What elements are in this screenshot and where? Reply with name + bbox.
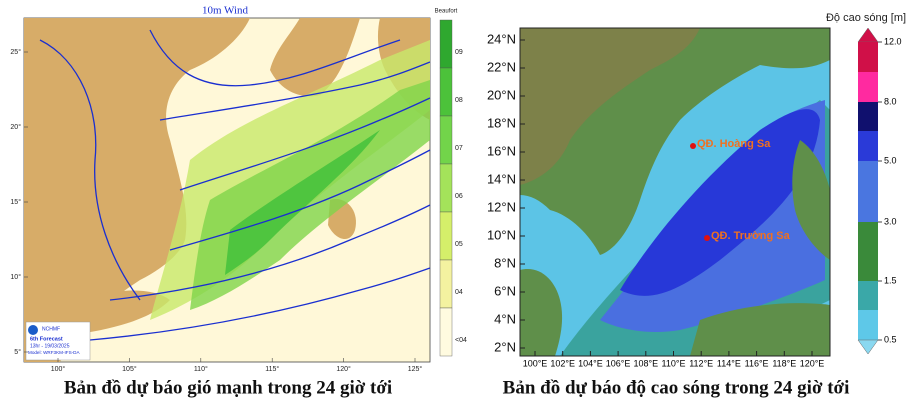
scale-band xyxy=(439,19,453,69)
logo-icon xyxy=(28,325,38,335)
scale-label: 08 xyxy=(455,97,463,104)
scale-band xyxy=(439,259,453,309)
scale-band xyxy=(858,72,878,102)
lon-label: 118°E xyxy=(772,358,796,368)
scale-label: 06 xyxy=(455,193,463,200)
lon-label: 100° xyxy=(51,365,66,373)
scale-band xyxy=(858,281,878,310)
isobar xyxy=(149,29,401,87)
isobar xyxy=(109,204,431,301)
scale-band xyxy=(858,131,878,161)
scale-label: 05 xyxy=(455,241,463,248)
wave-zone xyxy=(620,109,820,296)
scale-band xyxy=(439,115,453,165)
scale-band xyxy=(858,42,878,72)
caption: Bản đồ dự báo độ cao sóng trong 24 giờ t… xyxy=(503,377,850,398)
scale-label: 3.0 xyxy=(884,216,897,226)
scale-band xyxy=(439,163,453,213)
lon-label: 120°E xyxy=(800,358,825,368)
land xyxy=(520,28,700,185)
caption: Bản đồ dự báo gió mạnh trong 24 giờ tới xyxy=(64,377,392,398)
scale-band xyxy=(439,211,453,261)
lat-label: 24°N xyxy=(487,31,516,46)
lon-label: 104°E xyxy=(578,358,603,368)
scale-label: 12.0 xyxy=(884,36,902,46)
logo-time: 13hr - 19/03/2025 xyxy=(30,343,70,349)
scale-band xyxy=(858,161,878,222)
logo-forecast: 6th Forecast xyxy=(30,336,63,342)
place-marker xyxy=(704,235,710,241)
scale-band xyxy=(439,307,453,357)
logo: NCHMF 6th Forecast 13hr - 19/03/2025 Mod… xyxy=(25,321,91,361)
lon-label: 110°E xyxy=(662,358,686,368)
lat-label: 5° xyxy=(14,348,21,356)
place-label: QĐ. Hoàng Sa xyxy=(697,138,771,150)
lat-label: 8°N xyxy=(494,255,516,270)
scale-band xyxy=(858,102,878,131)
lon-label: 100°E xyxy=(523,358,548,368)
lat-label: 16°N xyxy=(487,143,516,158)
place-label: QĐ. Trường Sa xyxy=(711,230,791,242)
lon-label: 114°E xyxy=(717,358,741,368)
land xyxy=(792,140,830,260)
lat-label: 6°N xyxy=(494,283,516,298)
lon-label: 108°E xyxy=(633,358,658,368)
land xyxy=(24,18,250,362)
land xyxy=(520,269,563,356)
wind-map: 10m Wind Beaufort NCHMF 6th Forecast 13h… xyxy=(23,5,458,398)
logo-agency: NCHMF xyxy=(42,326,60,332)
lat-label: 18°N xyxy=(487,115,516,130)
isobar xyxy=(169,149,431,251)
scale-band xyxy=(439,67,453,117)
place-marker xyxy=(690,143,696,149)
lon-label: 116°E xyxy=(745,358,769,368)
land xyxy=(690,303,830,356)
scale-title: Beaufort xyxy=(435,9,458,15)
lon-label: 125° xyxy=(408,365,423,373)
lat-label: 15° xyxy=(10,198,21,206)
lat-label: 10°N xyxy=(487,227,516,242)
lat-label: 22°N xyxy=(487,59,516,74)
isobar xyxy=(159,61,431,121)
isobar xyxy=(89,267,431,341)
lon-label: 105° xyxy=(122,365,137,373)
scale-band xyxy=(858,222,878,281)
scale-cap xyxy=(857,339,879,355)
scale-cap xyxy=(857,27,879,43)
map-title: 10m Wind xyxy=(202,5,249,17)
wind-zone xyxy=(225,130,380,275)
logo-model: Model: WRF3KM-IFS-DA xyxy=(28,350,80,355)
scale-label: 04 xyxy=(455,289,463,296)
scale-title: Độ cao sóng [m] xyxy=(826,12,906,24)
scale-label: 09 xyxy=(455,49,463,56)
land xyxy=(70,290,170,335)
scale-label: 1.5 xyxy=(884,275,897,285)
lat-label: 14°N xyxy=(487,171,516,186)
scale-label: 8.0 xyxy=(884,96,897,106)
lon-label: 110° xyxy=(194,365,208,373)
lon-label: 112°E xyxy=(689,358,713,368)
scale-band xyxy=(858,310,878,340)
lat-label: 25° xyxy=(10,48,21,56)
lat-label: 20° xyxy=(10,123,21,131)
scale-label: 0.5 xyxy=(884,334,897,344)
lon-label: 106°E xyxy=(606,358,631,368)
isobar xyxy=(39,39,141,301)
lon-label: 115° xyxy=(265,365,279,373)
scale-label: 07 xyxy=(455,145,463,152)
wave-map: QĐ. Hoàng Sa QĐ. Trường Sa Độ cao sóng [… xyxy=(503,12,906,398)
lat-label: 12°N xyxy=(487,199,516,214)
lat-label: 20°N xyxy=(487,87,516,102)
lat-label: 4°N xyxy=(494,311,516,326)
scale-label: <04 xyxy=(455,337,467,344)
lon-label: 102°E xyxy=(550,358,575,368)
isobar xyxy=(179,97,431,191)
lat-label: 2°N xyxy=(494,339,516,354)
lat-label: 10° xyxy=(10,273,21,281)
lon-label: 120° xyxy=(336,365,351,373)
scale-label: 5.0 xyxy=(884,155,897,165)
map-border xyxy=(519,27,831,357)
